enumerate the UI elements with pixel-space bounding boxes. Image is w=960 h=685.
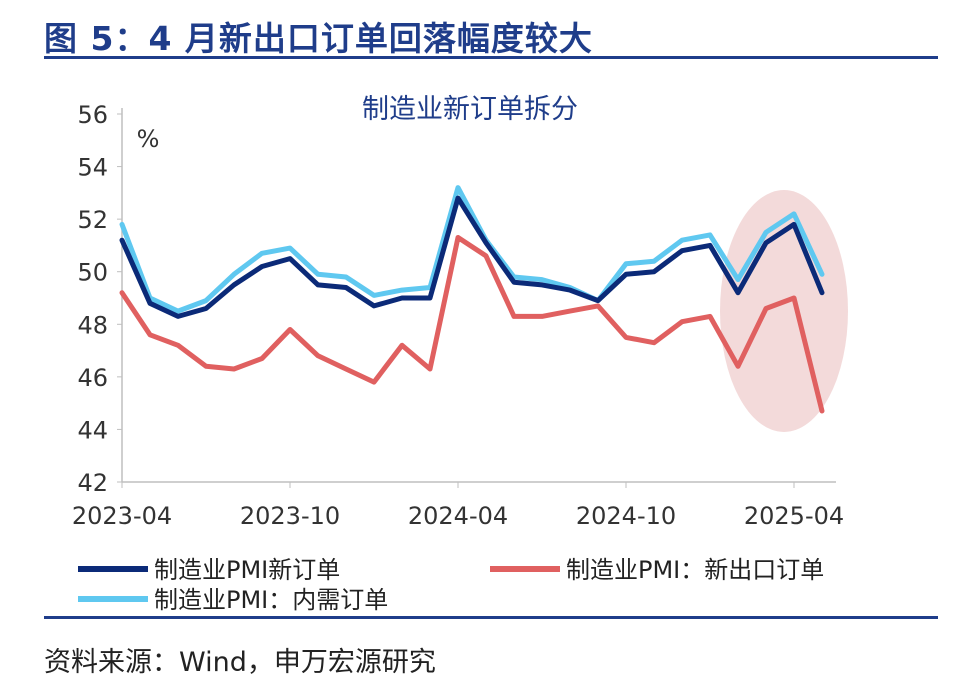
y-tick-label: 44	[77, 416, 108, 444]
series-line-2	[119, 185, 825, 314]
series-line-1	[119, 235, 825, 414]
bottom-rule	[44, 616, 938, 619]
y-tick-label: 56	[77, 101, 108, 129]
top-rule	[44, 56, 938, 59]
y-tick-label: 54	[77, 154, 108, 182]
chart: 42 44 46 48 50 52 54 56 2023-04 2023-10 2024-04 202…	[72, 94, 848, 614]
y-tick-label: 46	[77, 364, 108, 392]
x-tick-label: 2023-10	[240, 502, 340, 530]
y-tick-label: 42	[77, 469, 108, 497]
figure-title: 图 5：4 月新出口订单回落幅度较大	[44, 19, 593, 58]
x-tick-label: 2023-04	[72, 502, 172, 530]
legend-label: 制造业PMI：内需订单	[154, 586, 388, 614]
legend-label: 制造业PMI：新出口订单	[566, 556, 824, 584]
unit-label: %	[137, 125, 160, 153]
series-line-0	[119, 195, 825, 319]
y-tick-label: 52	[77, 206, 108, 234]
y-tick-label: 50	[77, 259, 108, 287]
highlight-ellipse	[720, 190, 848, 432]
x-tick-label: 2025-04	[744, 502, 844, 530]
axis-layer: 42 44 46 48 50 52 54 56 2023-04 2023-10 2024-04 202…	[72, 101, 844, 530]
x-tick-label: 2024-10	[576, 502, 676, 530]
source-note: 资料来源：Wind，申万宏源研究	[44, 647, 436, 678]
y-tick-label: 48	[77, 311, 108, 339]
legend-label: 制造业PMI新订单	[154, 556, 340, 584]
chart-title: 制造业新订单拆分	[362, 94, 578, 125]
highlight-layer	[720, 190, 848, 432]
x-tick-label: 2024-04	[408, 502, 508, 530]
series-layer	[119, 185, 825, 414]
